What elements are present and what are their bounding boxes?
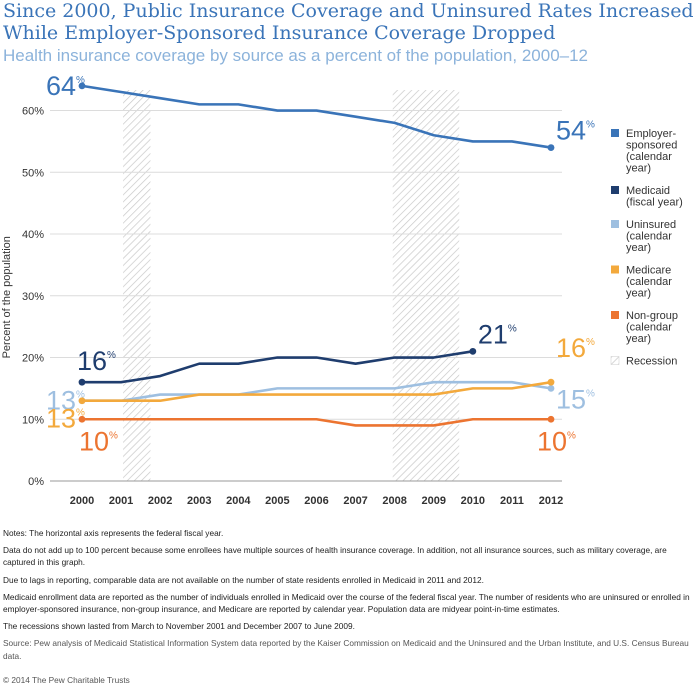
series-end-label: 16% xyxy=(556,333,595,363)
legend-label: (calendar xyxy=(626,322,672,334)
legend-label: Medicaid xyxy=(626,185,670,197)
legend-label: (calendar xyxy=(626,151,672,163)
y-tick-label: 50% xyxy=(22,167,44,179)
legend-label: Employer- xyxy=(626,128,676,140)
series-line xyxy=(82,380,552,403)
legend-label: sponsored xyxy=(626,140,677,152)
legend: Employer-sponsored(calendaryear)Medicaid… xyxy=(610,128,683,368)
legend-label: year) xyxy=(626,288,651,300)
series-lines xyxy=(78,82,555,427)
y-tick-label: 10% xyxy=(22,414,44,426)
note-1: Notes: The horizontal axis represents th… xyxy=(3,528,224,538)
source-note: Source: Pew analysis of Medicaid Statist… xyxy=(3,638,689,661)
series-start-point xyxy=(78,82,86,90)
legend-swatch xyxy=(611,265,619,274)
x-tick-label: 2009 xyxy=(422,495,446,507)
series-end-label: 15% xyxy=(556,384,595,414)
x-tick-label: 2004 xyxy=(226,495,251,507)
x-tick-label: 2007 xyxy=(343,495,367,507)
chart-subtitle: Health insurance coverage by source as a… xyxy=(3,46,589,65)
end-labels: 64% 54% 16% 21% 13% 15% 13% 16% 10% 10% xyxy=(46,71,595,456)
note-5: The recessions shown lasted from March t… xyxy=(3,621,355,632)
series-end-point xyxy=(547,378,555,386)
line-chart: 0% 10% 20% 30% 40% 50% 60% 2000 2001 2002 2003 2004… xyxy=(1,71,683,507)
recession-bands xyxy=(123,90,460,481)
series-end-label: 21% xyxy=(478,319,517,349)
legend-swatch xyxy=(611,311,619,319)
series-start-label: 13% xyxy=(46,386,85,416)
chart-title: Since 2000, Public Insurance Coverage an… xyxy=(3,0,694,44)
series-end-label: 54% xyxy=(556,116,595,146)
x-tick-label: 2000 xyxy=(70,495,94,507)
series-start-point xyxy=(78,415,86,423)
x-tick-label: 2011 xyxy=(500,495,524,507)
legend-label: year) xyxy=(626,333,651,345)
series-start-label: 16% xyxy=(77,346,116,376)
series-line xyxy=(82,380,552,403)
legend-label: (calendar xyxy=(626,276,672,288)
series-end-point xyxy=(469,347,477,355)
legend-label: (fiscal year) xyxy=(626,197,683,209)
recession-band xyxy=(123,90,151,481)
legend-label: Medicare xyxy=(626,265,671,277)
legend-label: year) xyxy=(626,242,651,254)
series-line xyxy=(82,350,474,384)
series-start-point xyxy=(78,397,86,405)
notes-block: Notes: The horizontal axis represents th… xyxy=(3,527,693,667)
legend-label: year) xyxy=(626,163,651,175)
x-tick-label: 2012 xyxy=(539,495,563,507)
series-end-point xyxy=(547,415,555,423)
legend-swatch-recession xyxy=(610,356,620,365)
series-end-label: 10% xyxy=(537,426,576,456)
series-start-label: 10% xyxy=(79,426,118,456)
series-start-label: 64% xyxy=(46,71,85,101)
series-line xyxy=(82,417,551,427)
series-start-label: 13% xyxy=(46,404,85,434)
legend-label-recession: Recession xyxy=(626,356,677,368)
x-tick-label: 2001 xyxy=(109,495,133,507)
legend-label: (calendar xyxy=(626,231,672,243)
x-tick-label: 2003 xyxy=(187,495,211,507)
note-3: Due to lags in reporting, comparable dat… xyxy=(3,574,484,585)
legend-label: Non-group xyxy=(626,310,678,322)
y-tick-label: 40% xyxy=(22,229,44,241)
y-tick-label: 0% xyxy=(28,476,44,488)
y-tick-label: 60% xyxy=(22,106,44,118)
series-end-point xyxy=(547,144,555,151)
copyright: © 2014 The Pew Charitable Trusts xyxy=(3,675,130,685)
legend-swatch xyxy=(611,220,619,228)
series-line xyxy=(81,84,552,149)
x-tick-label: 2006 xyxy=(304,495,328,507)
legend-swatch xyxy=(611,186,619,194)
note-2: Data do not add up to 100 percent becaus… xyxy=(3,545,667,568)
series-end-point xyxy=(547,384,555,392)
x-tick-label: 2005 xyxy=(265,495,289,507)
y-axis-title: Percent of the population xyxy=(1,236,13,358)
x-tick-label: 2010 xyxy=(461,495,485,507)
axes: 0% 10% 20% 30% 40% 50% 60% 2000 2001 2002 2003 2004… xyxy=(1,106,563,507)
recession-band xyxy=(392,90,460,481)
x-tick-label: 2008 xyxy=(382,495,406,507)
legend-swatch xyxy=(611,129,619,137)
series-start-point xyxy=(78,378,86,386)
y-tick-label: 20% xyxy=(22,353,44,365)
note-4: Medicaid enrollment data are reported as… xyxy=(3,591,690,615)
legend-label: Uninsured xyxy=(626,219,676,231)
x-tick-label: 2002 xyxy=(148,495,172,507)
y-tick-label: 30% xyxy=(22,291,44,303)
